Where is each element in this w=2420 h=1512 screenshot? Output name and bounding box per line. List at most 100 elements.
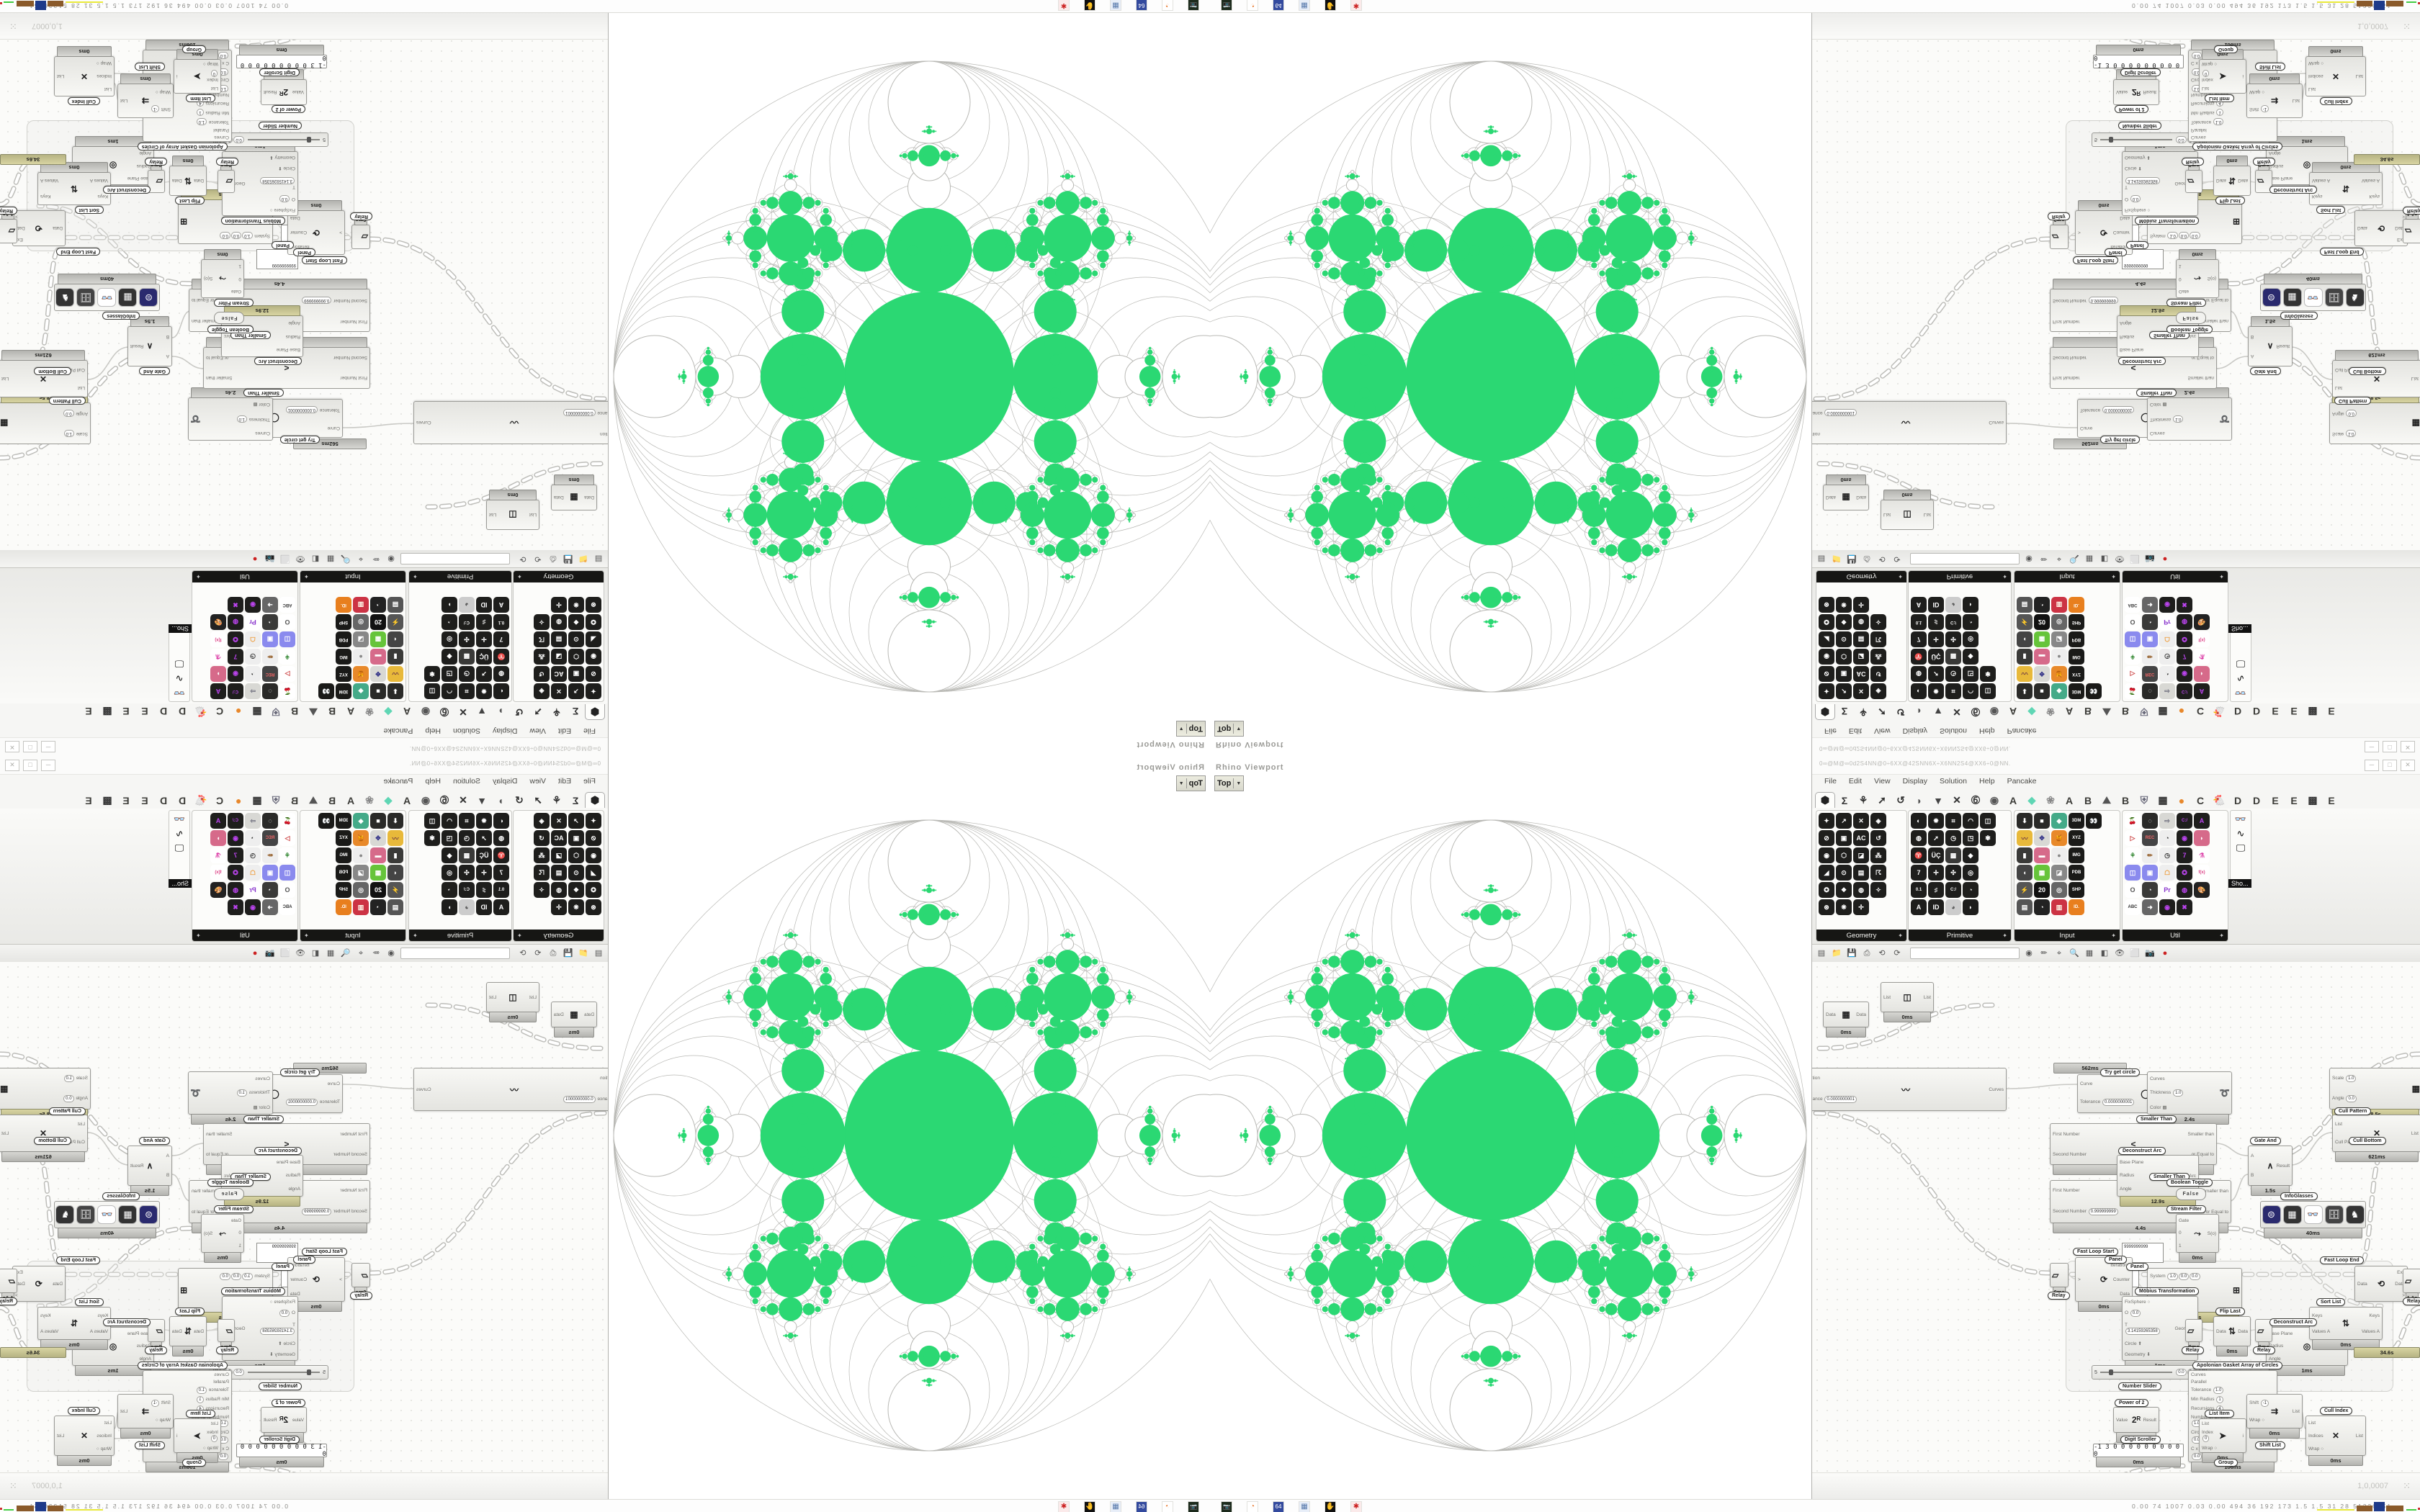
component-icon[interactable]: ✪ xyxy=(228,865,243,881)
gh-component[interactable]: ▱ xyxy=(218,170,235,193)
component-icon[interactable]: ◖ xyxy=(387,631,403,647)
gh-tab-20[interactable]: C xyxy=(2196,706,2205,717)
gh-tab-13[interactable]: A xyxy=(346,795,355,806)
component-icon[interactable]: ↺ xyxy=(534,830,550,846)
component-icon[interactable]: ✕ xyxy=(1853,813,1869,829)
component-icon[interactable]: ◌ xyxy=(262,813,278,829)
infoglasses-node[interactable]: ⊜ ▦ 👓 🗄 ♞ xyxy=(2260,1201,2366,1228)
component-icon[interactable]: ⌗ xyxy=(459,813,475,829)
component-icon[interactable]: ✧ xyxy=(534,882,550,898)
hand-icon[interactable]: ✋ xyxy=(1084,0,1095,11)
component-icon[interactable]: ⬡ xyxy=(568,649,584,665)
component-icon[interactable]: ÜÇ xyxy=(1928,847,1944,863)
component-icon[interactable]: 〰 xyxy=(387,666,403,682)
component-icon[interactable]: ◪ xyxy=(2051,865,2067,881)
component-icon[interactable]: ◕ xyxy=(459,899,475,915)
gh-tab-6[interactable]: ▼ xyxy=(477,706,487,717)
component-icon[interactable]: A xyxy=(493,899,509,915)
component-icon[interactable]: IMG xyxy=(336,649,351,665)
component-icon[interactable]: 🍒 xyxy=(2125,683,2141,699)
component-icon[interactable]: ⚗ xyxy=(2194,649,2210,665)
panel-caption-util[interactable]: Util ✦ xyxy=(192,930,297,941)
gh-component[interactable]: Gate 0 1 ⤳ S(o) xyxy=(201,259,244,298)
firefox-icon[interactable]: ◔ xyxy=(1247,0,1258,11)
value-box[interactable]: 0.0 xyxy=(2178,1272,2190,1280)
gh-component[interactable]: Data ⇅ Data xyxy=(2213,1316,2251,1346)
mini-panel-icon[interactable]: 👓 xyxy=(173,688,186,698)
component-icon[interactable]: ◉ xyxy=(586,649,601,665)
component-icon[interactable]: ◔ xyxy=(1963,614,1978,630)
gh-component[interactable]: Data ⇅ Data xyxy=(169,1316,207,1346)
component-icon[interactable]: ◪ xyxy=(1853,847,1869,863)
component-icon[interactable]: ✏ xyxy=(2142,847,2158,863)
gh-tab-4[interactable]: ↺ xyxy=(1896,794,1905,806)
gh-tab-11[interactable]: ◆ xyxy=(384,706,393,718)
slider-value-box[interactable]: 0.0 xyxy=(2176,1369,2187,1376)
menu-item-file[interactable]: File xyxy=(583,777,596,786)
component-icon[interactable]: ▬ xyxy=(2034,847,2050,863)
component-icon[interactable]: 〰 xyxy=(2017,666,2033,682)
component-icon[interactable]: IMG xyxy=(2069,847,2084,863)
gh-tab-4[interactable]: ↺ xyxy=(515,706,524,718)
component-icon[interactable]: 3DM xyxy=(336,683,351,699)
value-box[interactable]: 1.0 xyxy=(242,1272,253,1280)
component-icon[interactable]: ◳ xyxy=(1963,830,1978,846)
component-icon[interactable]: ⌗ xyxy=(1945,813,1961,829)
component-icon[interactable]: ▤ xyxy=(387,899,403,915)
gh-component[interactable]: Data ▦ Data xyxy=(1823,1002,1869,1027)
gh-component[interactable]: Data ▦ Data xyxy=(551,1002,597,1027)
gh-tab-14[interactable]: B xyxy=(2084,795,2092,806)
component-icon[interactable]: ◗ xyxy=(1963,899,1978,915)
menu-item-solution[interactable]: Solution xyxy=(453,777,480,786)
gh-tab-4[interactable]: ↺ xyxy=(515,794,524,806)
toolbar-icon[interactable]: ✏ xyxy=(2040,554,2048,563)
toolbar-icon[interactable]: ⟳ xyxy=(1894,949,1901,958)
gh-tab-10[interactable]: A xyxy=(403,706,411,717)
component-icon[interactable]: ◠ xyxy=(1963,683,1978,699)
gh-tab-9[interactable]: ◉ xyxy=(421,706,431,718)
component-icon[interactable]: ◢ xyxy=(586,865,601,881)
component-icon[interactable]: ✪ xyxy=(1819,614,1834,630)
component-icon[interactable]: ◫ xyxy=(279,631,295,647)
component-icon[interactable]: 20 xyxy=(370,882,386,898)
calculator-icon[interactable]: ▦ xyxy=(1299,1501,1310,1512)
component-icon[interactable]: ♈ xyxy=(493,649,509,665)
component-icon[interactable]: 🍒 xyxy=(279,813,295,829)
gh-component[interactable]: List ◫ List xyxy=(486,500,539,530)
component-icon[interactable]: ✪ xyxy=(228,631,243,647)
gh-canvas[interactable]: …tion…ance 0.0000000001〰Curves562msCurve… xyxy=(0,40,608,550)
component-icon[interactable]: ◌ xyxy=(2142,683,2158,699)
component-icon[interactable]: ◎ xyxy=(1963,865,1978,881)
component-icon[interactable]: ◗ xyxy=(210,830,226,846)
value-box[interactable]: 1.0 xyxy=(196,118,207,126)
toolbar-search-box[interactable] xyxy=(1910,948,2020,959)
toolbar-icon[interactable]: 📁 xyxy=(1832,554,1842,563)
component-icon[interactable]: ⊙ xyxy=(1836,631,1852,647)
component-icon[interactable]: ⬇ xyxy=(2017,683,2033,699)
gh-component[interactable]: Data ⟲ Exit Data > xyxy=(12,1266,66,1302)
toolbar-search-box[interactable] xyxy=(400,553,510,564)
component-icon[interactable]: 7 xyxy=(228,649,243,665)
component-icon[interactable]: ◔ xyxy=(2142,882,2158,898)
toolbar-icon[interactable]: ⌖ xyxy=(2056,554,2062,563)
panel-expand-icon[interactable]: ✦ xyxy=(413,932,418,939)
component-icon[interactable]: C:/ xyxy=(1945,614,1961,630)
gh-canvas[interactable]: …tion…ance 0.0000000001〰Curves562msCurve… xyxy=(1812,40,2420,550)
component-icon[interactable]: Pr xyxy=(2159,614,2175,630)
component-icon[interactable]: f(x) xyxy=(2194,631,2210,647)
gh-tab-12[interactable]: ❀ xyxy=(365,706,374,718)
component-icon[interactable]: ◔ xyxy=(2159,830,2175,846)
minimize-button[interactable]: ─ xyxy=(41,760,55,771)
boolean-toggle[interactable]: False xyxy=(214,312,244,324)
toolbar-icon[interactable]: ⌖ xyxy=(2056,949,2062,958)
panel-expand-icon[interactable]: ✦ xyxy=(304,932,309,939)
gh-component[interactable]: ▱ xyxy=(2185,170,2202,193)
gh-tab-3[interactable]: ➚ xyxy=(534,794,542,806)
digit-scroller-node[interactable]: -1 3 0 0 0 0 0 0 0 0 0 0 xyxy=(236,1444,327,1458)
gh-component[interactable]: Value 2ᴿ Result xyxy=(2113,79,2159,105)
component-icon[interactable]: REC xyxy=(2142,830,2158,846)
value-box[interactable]: -1 xyxy=(151,104,160,112)
component-icon[interactable]: ◗ xyxy=(210,666,226,682)
component-icon[interactable]: IMG xyxy=(336,847,351,863)
component-icon[interactable]: ◐ xyxy=(493,683,509,699)
